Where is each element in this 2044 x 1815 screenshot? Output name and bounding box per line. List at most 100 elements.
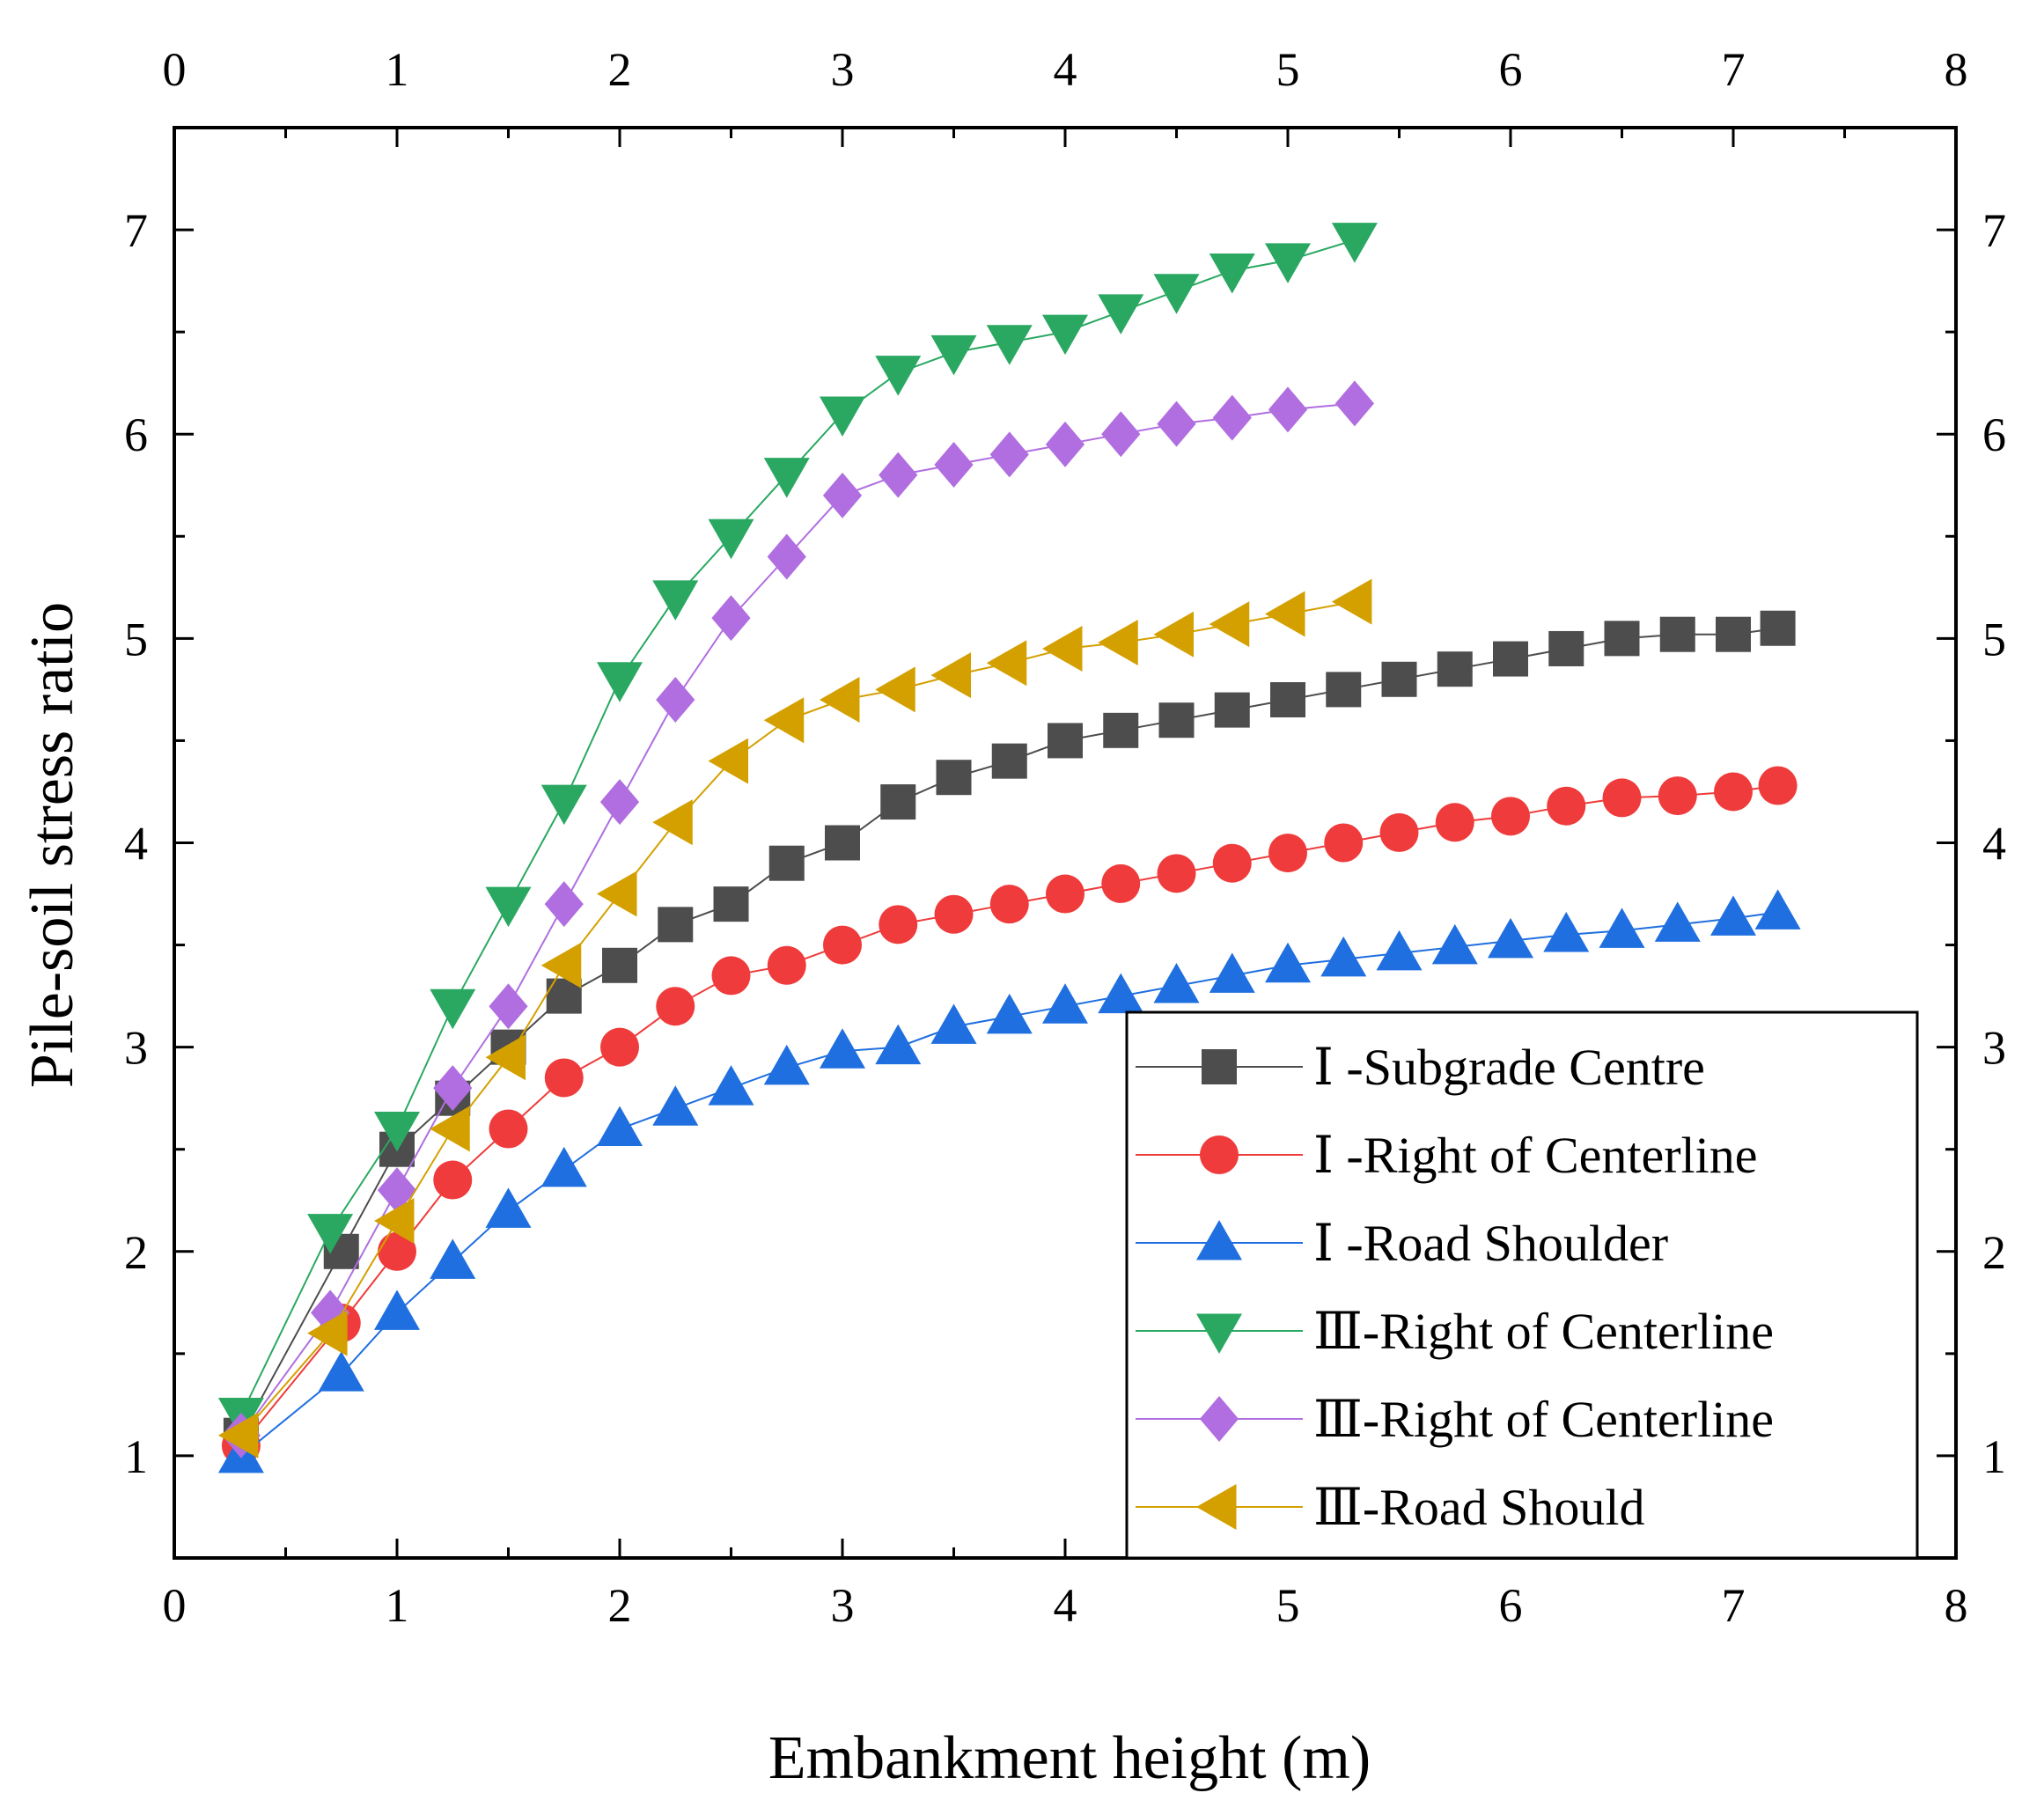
data-point bbox=[1437, 651, 1473, 687]
data-point bbox=[1758, 766, 1798, 805]
data-point bbox=[1042, 625, 1083, 672]
data-point bbox=[1045, 421, 1085, 467]
data-point bbox=[1212, 843, 1252, 883]
data-point bbox=[820, 396, 865, 437]
data-point bbox=[652, 799, 693, 846]
data-point bbox=[430, 1106, 470, 1152]
data-point bbox=[433, 1160, 473, 1200]
y-tick-label-right: 2 bbox=[1982, 1226, 2006, 1279]
x-tick-label-bottom: 5 bbox=[1276, 1579, 1300, 1632]
data-point bbox=[1214, 692, 1250, 728]
data-point bbox=[708, 1065, 754, 1106]
y-tick-label-right: 3 bbox=[1982, 1022, 2006, 1075]
data-point bbox=[934, 442, 974, 489]
data-point bbox=[1431, 923, 1478, 965]
x-tick-label-bottom: 6 bbox=[1499, 1579, 1523, 1632]
data-point bbox=[708, 518, 754, 560]
data-point bbox=[1659, 616, 1695, 652]
series-6 bbox=[217, 578, 1372, 1459]
series-4 bbox=[217, 223, 1378, 1438]
x-tick-label-top: 0 bbox=[163, 43, 187, 96]
y-tick-label-right: 6 bbox=[1982, 408, 2006, 461]
data-point bbox=[658, 907, 694, 943]
data-point bbox=[1153, 963, 1200, 1003]
data-point bbox=[1710, 895, 1756, 936]
data-point bbox=[217, 1412, 259, 1459]
data-point bbox=[374, 1197, 415, 1244]
data-point bbox=[822, 472, 863, 518]
data-point bbox=[1714, 772, 1753, 812]
y-tick-label-right: 7 bbox=[1982, 204, 2006, 257]
data-point bbox=[540, 942, 582, 988]
y-tick-label-left: 7 bbox=[124, 204, 148, 257]
legend-frame bbox=[1125, 1010, 1919, 1560]
legend-marker bbox=[1202, 1049, 1237, 1084]
data-point bbox=[489, 983, 528, 1030]
data-point bbox=[485, 1034, 526, 1081]
data-point bbox=[1268, 834, 1307, 873]
data-point bbox=[1042, 983, 1088, 1024]
x-tick-label-bottom: 7 bbox=[1722, 1579, 1746, 1632]
data-point bbox=[930, 1003, 977, 1044]
y-tick-label-left: 4 bbox=[124, 818, 148, 871]
y-tick-label-left: 1 bbox=[124, 1430, 148, 1483]
data-point bbox=[825, 825, 860, 861]
data-point bbox=[1157, 400, 1196, 447]
x-tick-label-top: 6 bbox=[1499, 43, 1523, 96]
series-1 bbox=[223, 610, 1796, 1453]
y-tick-label-left: 2 bbox=[124, 1226, 148, 1279]
series-line bbox=[240, 627, 1778, 1437]
y-tick-label-left: 3 bbox=[124, 1022, 148, 1075]
data-point bbox=[1153, 274, 1200, 314]
series-3 bbox=[217, 889, 1801, 1473]
data-point bbox=[711, 595, 751, 642]
data-point bbox=[1543, 911, 1590, 952]
x-tick-label-bottom: 0 bbox=[163, 1579, 187, 1632]
data-point bbox=[307, 1214, 354, 1254]
data-point bbox=[711, 956, 751, 996]
x-tick-label-bottom: 8 bbox=[1945, 1579, 1968, 1632]
data-point bbox=[377, 1167, 417, 1214]
legend-item: Ⅰ -Right of Centerline bbox=[1136, 1127, 1758, 1184]
legend-label: Ⅲ-Right of Centerline bbox=[1313, 1303, 1774, 1360]
data-point bbox=[930, 334, 977, 376]
legend-marker bbox=[1200, 1135, 1239, 1174]
data-point bbox=[1658, 776, 1697, 816]
data-point bbox=[767, 945, 806, 985]
data-point bbox=[602, 947, 637, 983]
legend-item: Ⅰ -Road Shoulder bbox=[1136, 1215, 1668, 1272]
series-line bbox=[240, 784, 1778, 1446]
data-point bbox=[989, 885, 1029, 924]
x-tick-label-bottom: 4 bbox=[1054, 1579, 1077, 1632]
data-point bbox=[540, 784, 587, 826]
data-point bbox=[1326, 672, 1362, 708]
data-point bbox=[1212, 394, 1252, 441]
data-point bbox=[1547, 786, 1586, 826]
data-point bbox=[875, 356, 922, 396]
data-point bbox=[713, 886, 749, 922]
legend-item: Ⅲ-Road Should bbox=[1136, 1479, 1645, 1536]
data-point bbox=[875, 666, 915, 713]
x-tick-label-top: 2 bbox=[608, 43, 632, 96]
data-point bbox=[986, 325, 1033, 365]
data-point bbox=[1331, 223, 1378, 263]
data-point bbox=[991, 743, 1027, 779]
data-point bbox=[1046, 874, 1084, 914]
data-point bbox=[1760, 610, 1796, 646]
data-point bbox=[1158, 702, 1195, 738]
axes-layer: 0 0 1 1 2 2 3 3 4 4 5 5 6 6 7 7 8 8 1 1 2 2 3 3 4 4 5 5 6 6 7 7 bbox=[124, 43, 2006, 1632]
data-point bbox=[544, 881, 584, 928]
data-point bbox=[1379, 812, 1419, 852]
legend-marker bbox=[1196, 1313, 1242, 1354]
y-tick-label-left: 5 bbox=[124, 613, 148, 665]
data-point bbox=[652, 1085, 699, 1126]
data-point bbox=[1488, 917, 1533, 959]
legend-label: Ⅲ-Right of Centerline bbox=[1313, 1391, 1774, 1448]
data-point bbox=[1654, 901, 1701, 942]
data-point bbox=[485, 1187, 532, 1228]
data-point bbox=[1098, 620, 1138, 665]
data-point bbox=[820, 1028, 865, 1069]
data-point bbox=[597, 871, 637, 917]
data-point bbox=[1604, 621, 1640, 657]
